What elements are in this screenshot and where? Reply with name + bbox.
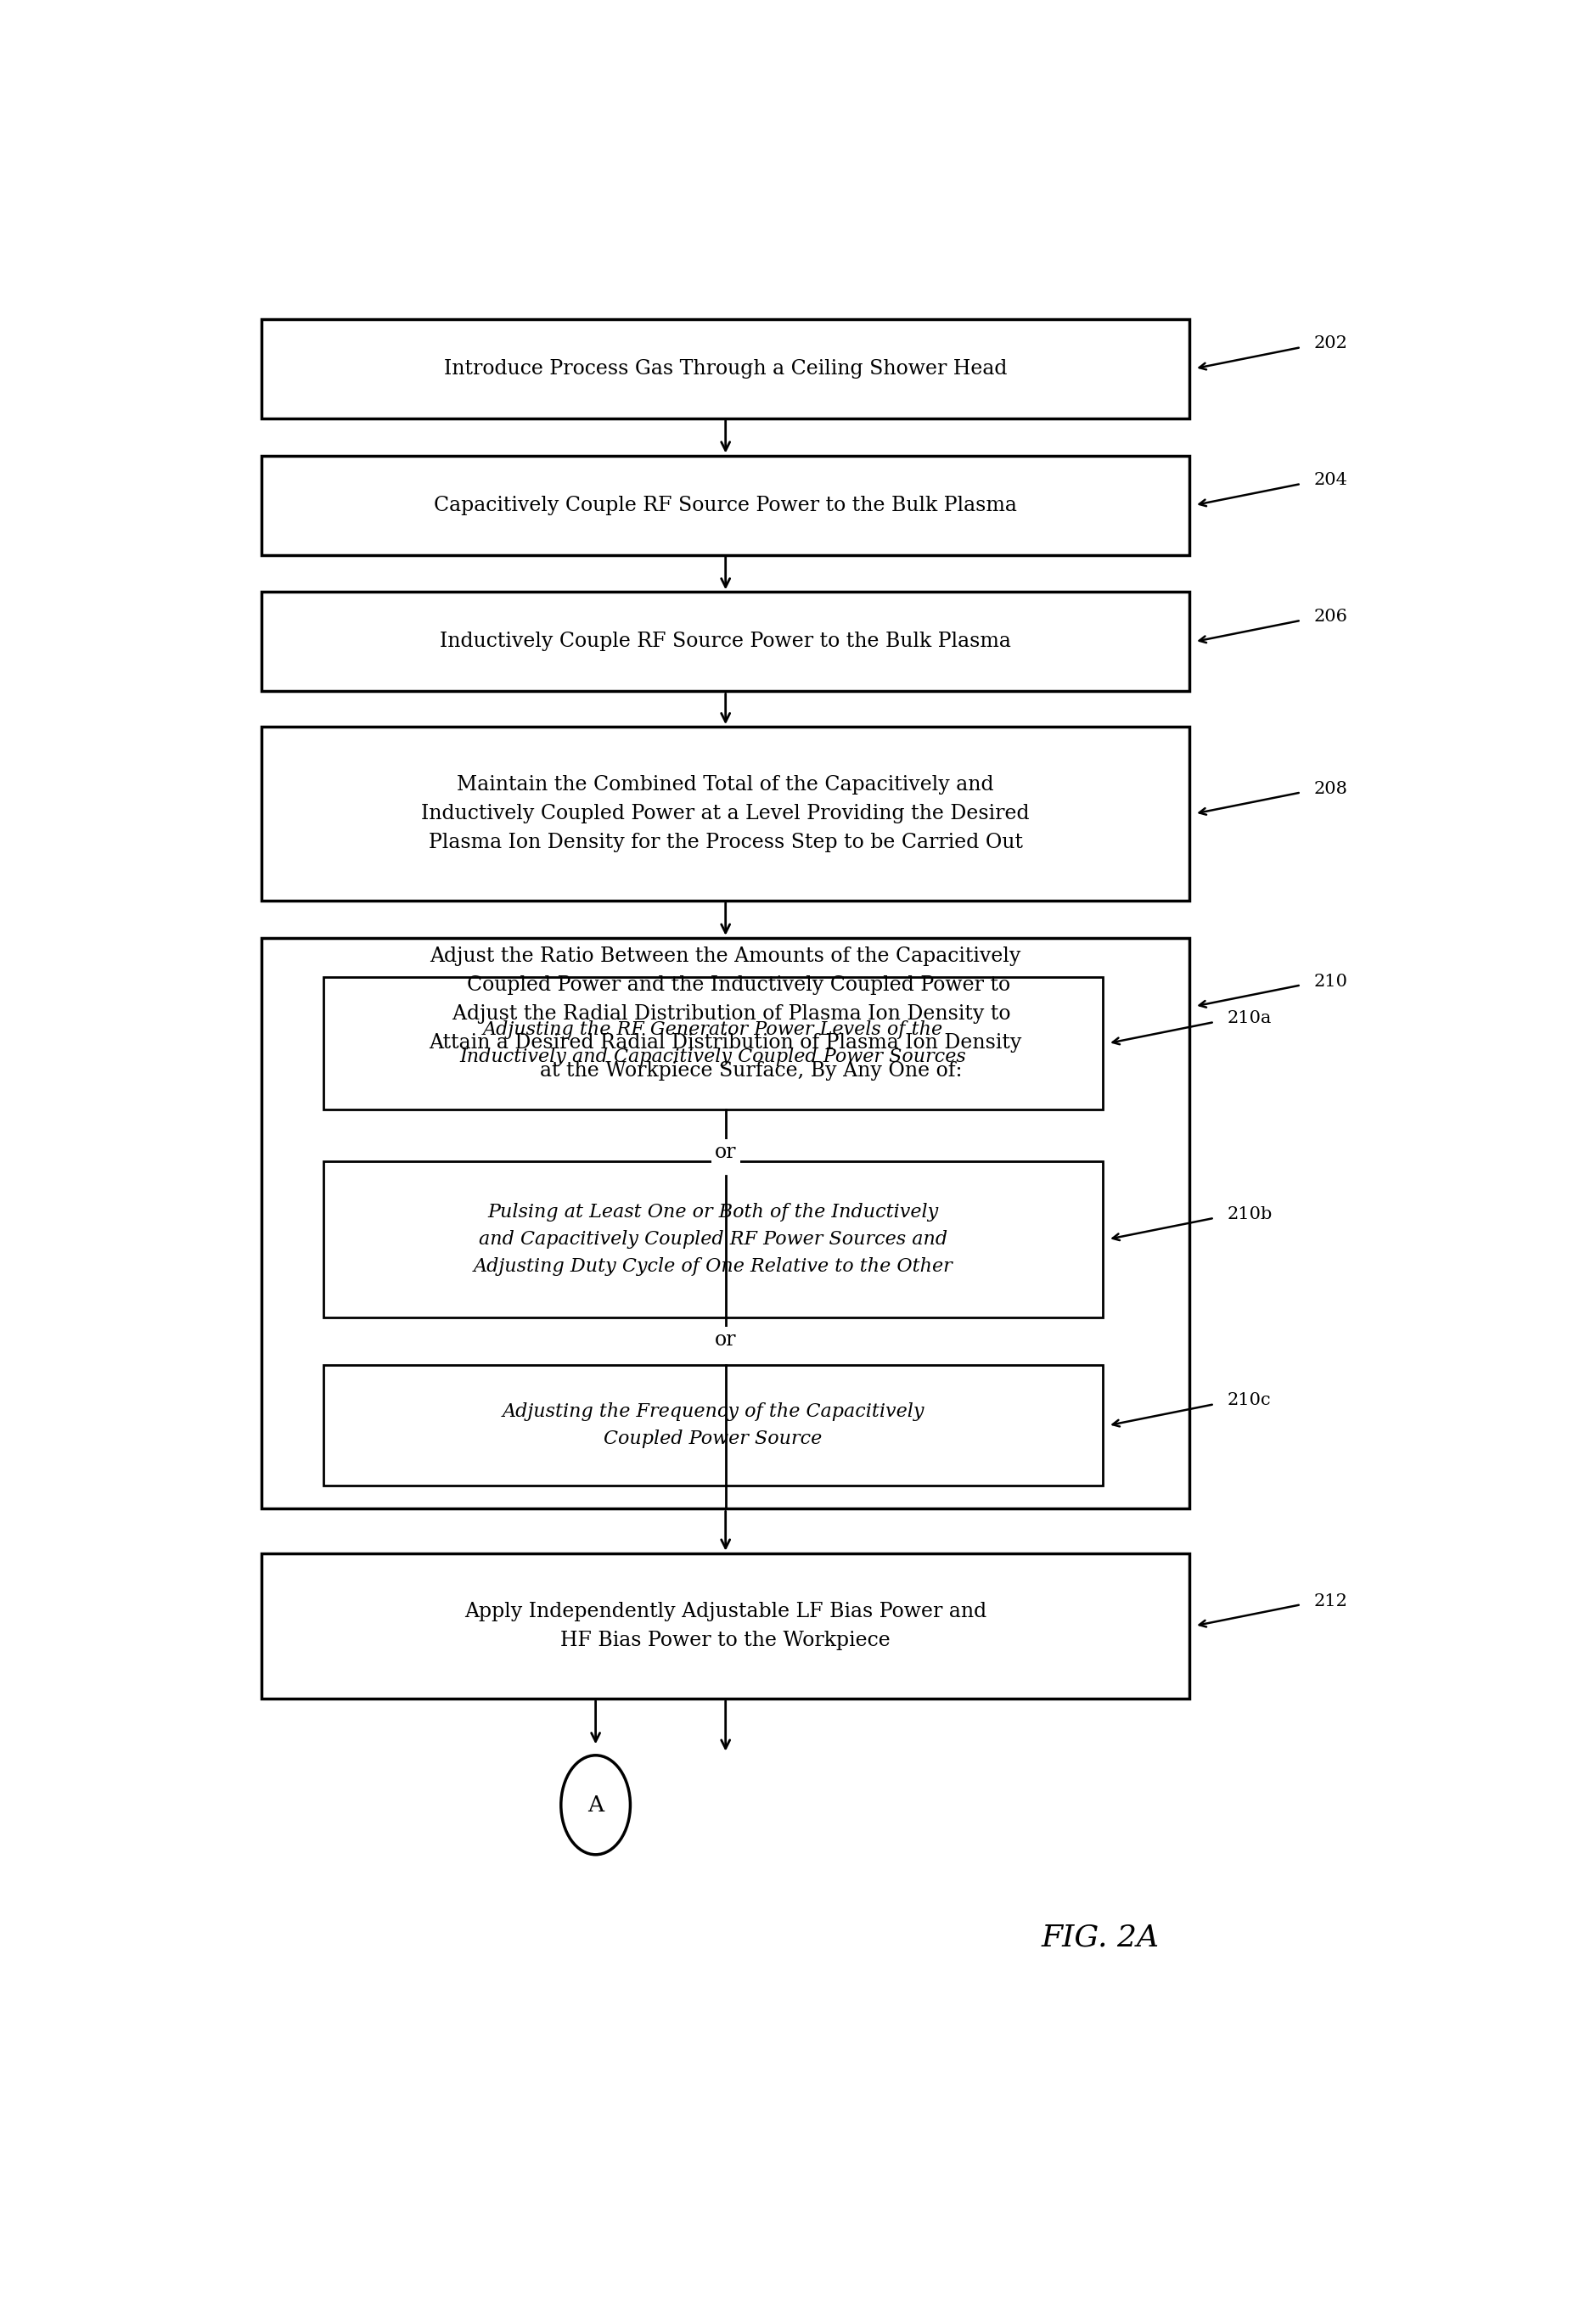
Text: A: A	[587, 1794, 603, 1815]
Bar	[262, 318, 1189, 419]
Text: or: or	[715, 1142, 736, 1163]
Text: 212: 212	[1312, 1594, 1347, 1610]
Text: or: or	[715, 1331, 736, 1350]
Text: 210c: 210c	[1226, 1393, 1270, 1409]
Text: 210b: 210b	[1226, 1207, 1272, 1223]
Text: 206: 206	[1312, 608, 1347, 624]
Bar	[262, 1552, 1189, 1700]
Text: Introduce Process Gas Through a Ceiling Shower Head: Introduce Process Gas Through a Ceiling …	[444, 359, 1007, 378]
Bar	[262, 937, 1189, 1508]
Bar	[322, 1366, 1103, 1485]
Text: Capacitively Couple RF Source Power to the Bulk Plasma: Capacitively Couple RF Source Power to t…	[434, 495, 1017, 516]
Text: Inductively Couple RF Source Power to the Bulk Plasma: Inductively Couple RF Source Power to th…	[440, 631, 1010, 652]
Text: 204: 204	[1312, 472, 1347, 488]
Text: 210: 210	[1312, 974, 1347, 990]
Bar	[262, 592, 1189, 691]
Text: Apply Independently Adjustable LF Bias Power and
HF Bias Power to the Workpiece: Apply Independently Adjustable LF Bias P…	[464, 1603, 986, 1649]
Bar	[262, 728, 1189, 900]
Text: Adjust the Ratio Between the Amounts of the Capacitively
    Coupled Power and t: Adjust the Ratio Between the Amounts of …	[429, 947, 1021, 1080]
Text: Pulsing at Least One or Both of the Inductively
and Capacitively Coupled RF Powe: Pulsing at Least One or Both of the Indu…	[474, 1202, 953, 1276]
Text: Maintain the Combined Total of the Capacitively and
Inductively Coupled Power at: Maintain the Combined Total of the Capac…	[421, 776, 1029, 852]
Text: 210a: 210a	[1226, 1011, 1270, 1027]
Text: FIG. 2A: FIG. 2A	[1041, 1923, 1159, 1953]
Text: Adjusting the Frequency of the Capacitively
Coupled Power Source: Adjusting the Frequency of the Capacitiv…	[501, 1403, 924, 1449]
Text: Adjusting the RF Generator Power Levels of the
Inductively and Capacitively Coup: Adjusting the RF Generator Power Levels …	[460, 1020, 966, 1066]
Text: 202: 202	[1312, 336, 1347, 352]
Bar	[322, 976, 1103, 1110]
Bar	[322, 1161, 1103, 1317]
Bar	[262, 456, 1189, 555]
Text: 208: 208	[1312, 781, 1347, 797]
